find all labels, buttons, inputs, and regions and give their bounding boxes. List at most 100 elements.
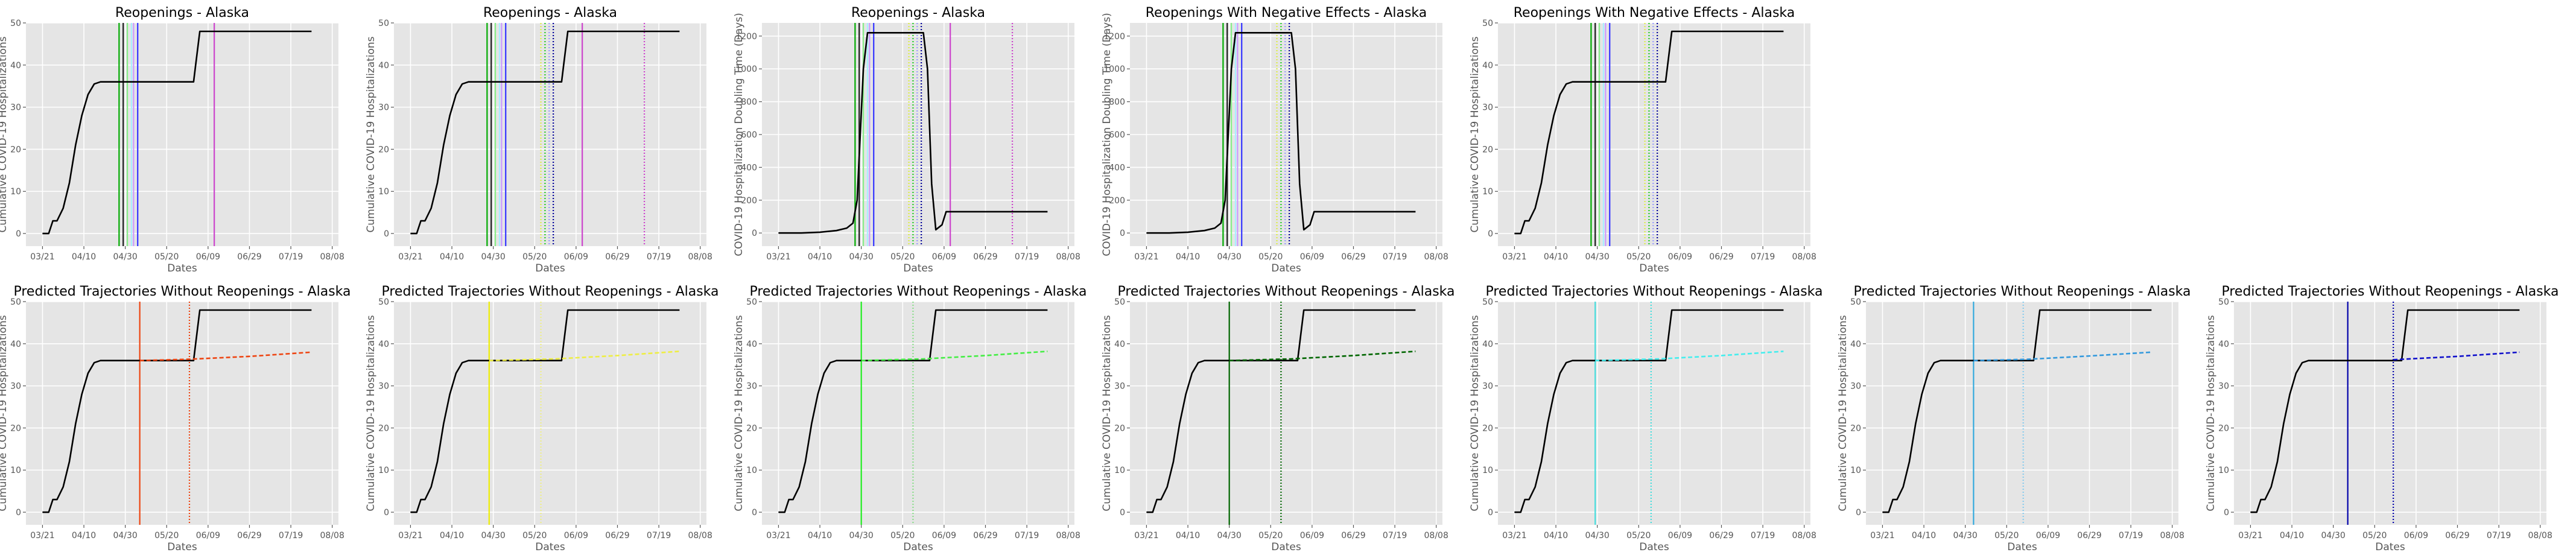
x-axis-label: Dates: [535, 541, 565, 553]
x-tick-label: 08/08: [1424, 252, 1448, 262]
y-tick-label: 40: [2218, 340, 2229, 349]
y-tick-label: 50: [10, 19, 21, 28]
x-tick-label: 04/30: [1217, 252, 1241, 262]
subplot-5: 0 10 20 30 40 50 03/21 04/10 04/30 05/20 06/09 06/2…: [1469, 5, 1816, 274]
observed-series-line: [410, 309, 680, 513]
y-tick-label: 20: [1482, 423, 1493, 433]
y-tick-label: 0: [752, 229, 757, 238]
y-tick-label: 0: [1488, 229, 1493, 239]
plot-area: [26, 302, 338, 525]
x-tick-label: 04/30: [849, 252, 873, 262]
observed-series-line: [778, 309, 1048, 513]
x-tick-label: 06/09: [564, 531, 588, 541]
observed-series-line: [1146, 31, 1416, 234]
y-tick-label: 40: [746, 340, 757, 349]
y-tick-label: 200: [741, 196, 757, 206]
y-tick-label: 1000: [1103, 65, 1125, 74]
x-tick-label: 08/08: [1056, 252, 1080, 262]
y-tick-label: 20: [1850, 423, 1861, 433]
y-tick-label: 10: [378, 466, 389, 475]
x-tick-label: 06/29: [1341, 252, 1365, 262]
x-tick-label: 04/10: [72, 531, 96, 541]
y-tick-label: 0: [752, 508, 757, 518]
x-tick-label: 04/30: [1953, 531, 1977, 541]
x-tick-label: 08/08: [320, 531, 344, 541]
x-tick-label: 06/09: [1300, 252, 1324, 262]
x-tick-label: 04/10: [1176, 252, 1200, 262]
y-tick-label: 30: [10, 103, 21, 113]
x-tick-label: 04/10: [440, 531, 464, 541]
x-axis-label: Dates: [1271, 541, 1301, 553]
y-tick-label: 0: [16, 508, 21, 518]
x-tick-label: 04/10: [72, 252, 96, 262]
plot-area: [1866, 302, 2178, 525]
x-tick-label: 04/30: [2321, 531, 2345, 541]
x-tick-label: 03/21: [1870, 531, 1894, 541]
y-tick-label: 0: [2224, 508, 2229, 518]
x-tick-label: 05/20: [1626, 252, 1651, 262]
y-tick-label: 0: [1120, 229, 1125, 238]
x-tick-label: 07/19: [1383, 252, 1407, 262]
x-tick-label: 06/09: [196, 252, 220, 262]
x-tick-label: 04/10: [1544, 531, 1568, 541]
predicted-trajectory-line: [1973, 351, 2152, 361]
x-tick-label: 08/08: [688, 531, 712, 541]
y-tick-label: 50: [1482, 19, 1493, 28]
x-tick-label: 04/10: [440, 252, 464, 262]
y-tick-label: 40: [1114, 340, 1125, 349]
x-tick-label: 05/20: [1258, 531, 1283, 541]
observed-series-line: [2250, 309, 2520, 513]
y-tick-label: 30: [1114, 382, 1125, 392]
y-tick-label: 10: [1482, 187, 1493, 197]
y-tick-label: 30: [746, 382, 757, 392]
x-tick-label: 08/08: [1056, 531, 1080, 541]
y-tick-label: 0: [1488, 508, 1493, 518]
x-tick-label: 07/19: [647, 252, 671, 262]
observed-series-line: [410, 30, 680, 235]
y-tick-label: 30: [1482, 382, 1493, 392]
x-tick-label: 05/20: [890, 252, 915, 262]
x-tick-label: 06/09: [1300, 531, 1324, 541]
x-tick-label: 06/09: [1668, 252, 1692, 262]
y-tick-label: 600: [741, 130, 757, 140]
y-tick-label: 40: [1482, 61, 1493, 71]
y-axis-label: Cumulative COVID-19 Hospitalizations: [1469, 315, 1481, 511]
x-tick-label: 06/29: [2445, 531, 2469, 541]
y-tick-label: 1000: [735, 65, 757, 74]
x-tick-label: 06/29: [605, 252, 629, 262]
x-tick-label: 04/30: [1585, 252, 1609, 262]
subplot-11: 0 10 20 30 40 50 03/21 04/10 04/30 05/20 06/09 06/2…: [1837, 284, 2191, 553]
y-tick-label: 40: [1482, 340, 1493, 349]
x-tick-label: 04/30: [849, 531, 873, 541]
chart-title: Reopenings - Alaska: [851, 5, 985, 21]
y-tick-label: 50: [1850, 297, 1861, 307]
x-tick-label: 08/08: [320, 252, 344, 262]
y-axis-label: Cumulative COVID-19 Hospitalizations: [0, 315, 9, 511]
y-tick-label: 30: [1482, 103, 1493, 113]
predicted-trajectory-line: [1595, 350, 1784, 361]
chart-title: Reopenings - Alaska: [483, 5, 617, 21]
y-axis-label: Cumulative COVID-19 Hospitalizations: [365, 315, 377, 511]
x-axis-label: Dates: [903, 541, 933, 553]
y-tick-label: 40: [10, 340, 21, 349]
x-axis-label: Dates: [535, 262, 565, 274]
plot-area: [1130, 302, 1442, 525]
y-axis-label: Cumulative COVID-19 Hospitalizations: [1837, 315, 1849, 511]
y-axis-label: Cumulative COVID-19 Hospitalizations: [365, 36, 377, 232]
x-tick-label: 03/21: [1502, 531, 1526, 541]
y-tick-label: 40: [1850, 340, 1861, 349]
chart-title: Predicted Trajectories Without Reopening…: [2221, 284, 2559, 299]
y-tick-label: 400: [741, 163, 757, 173]
x-tick-label: 03/21: [30, 252, 54, 262]
y-tick-label: 10: [2218, 466, 2229, 475]
x-tick-label: 06/29: [973, 252, 997, 262]
x-tick-label: 05/20: [522, 531, 547, 541]
x-axis-label: Dates: [167, 541, 197, 553]
x-tick-label: 03/21: [2238, 531, 2262, 541]
x-tick-label: 07/19: [1751, 252, 1775, 262]
y-tick-label: 40: [10, 61, 21, 71]
x-tick-label: 06/29: [1709, 252, 1733, 262]
x-tick-label: 05/20: [1258, 252, 1283, 262]
x-tick-label: 03/21: [1134, 531, 1158, 541]
y-tick-label: 20: [378, 145, 389, 154]
